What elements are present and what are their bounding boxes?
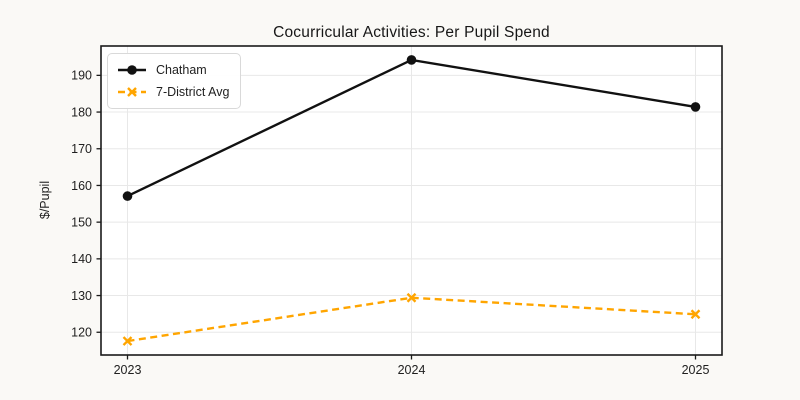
series-line-7-district-avg — [127, 296, 696, 343]
x-tick-label: 2025 — [682, 363, 710, 377]
chart-title: Cocurricular Activities: Per Pupil Spend — [273, 24, 550, 41]
data-point-marker — [406, 55, 417, 65]
y-tick-label: 120 — [71, 326, 92, 340]
legend-label: 7-District Avg — [156, 85, 230, 99]
data-point-marker — [406, 292, 417, 303]
data-point-marker — [690, 102, 701, 112]
y-tick-label: 140 — [71, 252, 92, 266]
y-tick-label: 170 — [71, 142, 92, 156]
y-tick-label: 130 — [71, 289, 92, 303]
legend-item: 7-District Avg — [117, 81, 229, 103]
x-tick-label: 2023 — [114, 363, 142, 377]
y-tick-label: 150 — [71, 215, 92, 229]
data-point-marker — [122, 336, 133, 346]
legend-item: Chatham — [117, 59, 229, 81]
y-tick-label: 180 — [71, 105, 92, 119]
x-tick-label: 2024 — [398, 363, 426, 377]
data-point-marker — [690, 309, 701, 320]
y-tick-label: 160 — [71, 179, 92, 193]
dashed-x-line-icon — [118, 87, 146, 97]
solid-dot-line-icon — [118, 65, 146, 75]
legend: Chatham 7-District Avg — [107, 53, 242, 109]
legend-label: Chatham — [156, 63, 207, 77]
data-point-marker — [122, 191, 133, 201]
y-tick-label: 190 — [71, 69, 92, 83]
